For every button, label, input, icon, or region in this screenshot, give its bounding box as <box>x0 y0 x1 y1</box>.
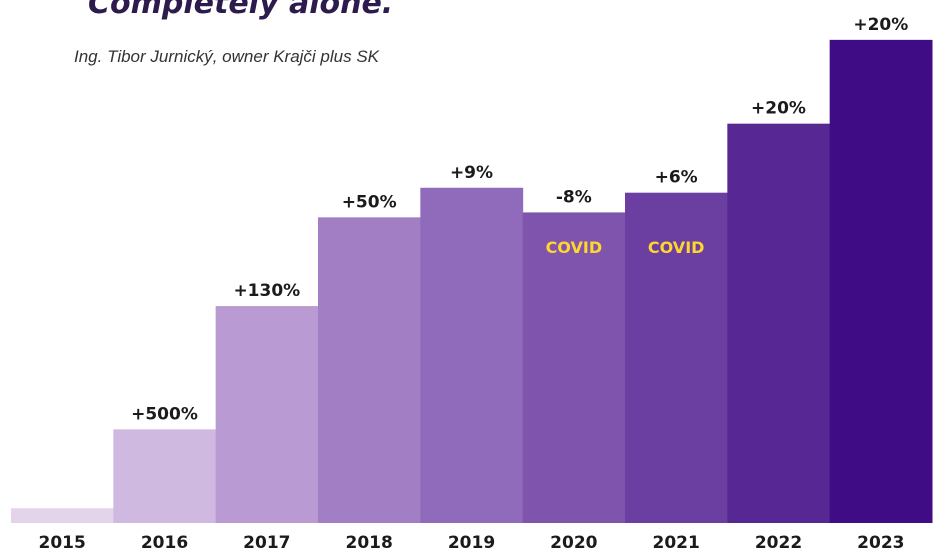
growth-label-2023: +20% <box>853 15 908 35</box>
growth-label-2016: +500% <box>131 404 198 424</box>
year-label-2022: 2022 <box>755 533 802 552</box>
bar-2022 <box>727 123 831 524</box>
year-label-2019: 2019 <box>448 533 495 552</box>
bar-2019 <box>420 187 524 523</box>
quote-author: Ing. Tibor Jurnický, owner Krajči plus S… <box>74 47 380 66</box>
bar-2018 <box>318 217 421 523</box>
bar-2017 <box>215 306 319 523</box>
growth-label-2020: -8% <box>556 187 592 207</box>
growth-label-2018: +50% <box>342 192 397 212</box>
year-label-2023: 2023 <box>857 533 904 552</box>
covid-note-2020: COVID <box>546 238 603 257</box>
growth-label-2019: +9% <box>450 163 493 183</box>
bar-2023 <box>829 39 933 524</box>
growth-label-2017: +130% <box>233 281 300 301</box>
growth-label-2021: +6% <box>655 168 698 188</box>
bar-2015 <box>11 508 114 523</box>
year-label-2020: 2020 <box>550 533 597 552</box>
bar-2021 <box>625 192 728 523</box>
year-label-2015: 2015 <box>39 533 86 552</box>
year-label-2018: 2018 <box>346 533 393 552</box>
bar-2020 <box>522 212 626 523</box>
covid-note-2021: COVID <box>648 238 705 257</box>
year-label-2016: 2016 <box>141 533 188 552</box>
year-label-2017: 2017 <box>243 533 290 552</box>
growth-label-2022: +20% <box>751 99 806 119</box>
year-label-2021: 2021 <box>653 533 700 552</box>
quote-text: Completely alone." <box>88 0 409 21</box>
bar-2016 <box>113 429 217 523</box>
